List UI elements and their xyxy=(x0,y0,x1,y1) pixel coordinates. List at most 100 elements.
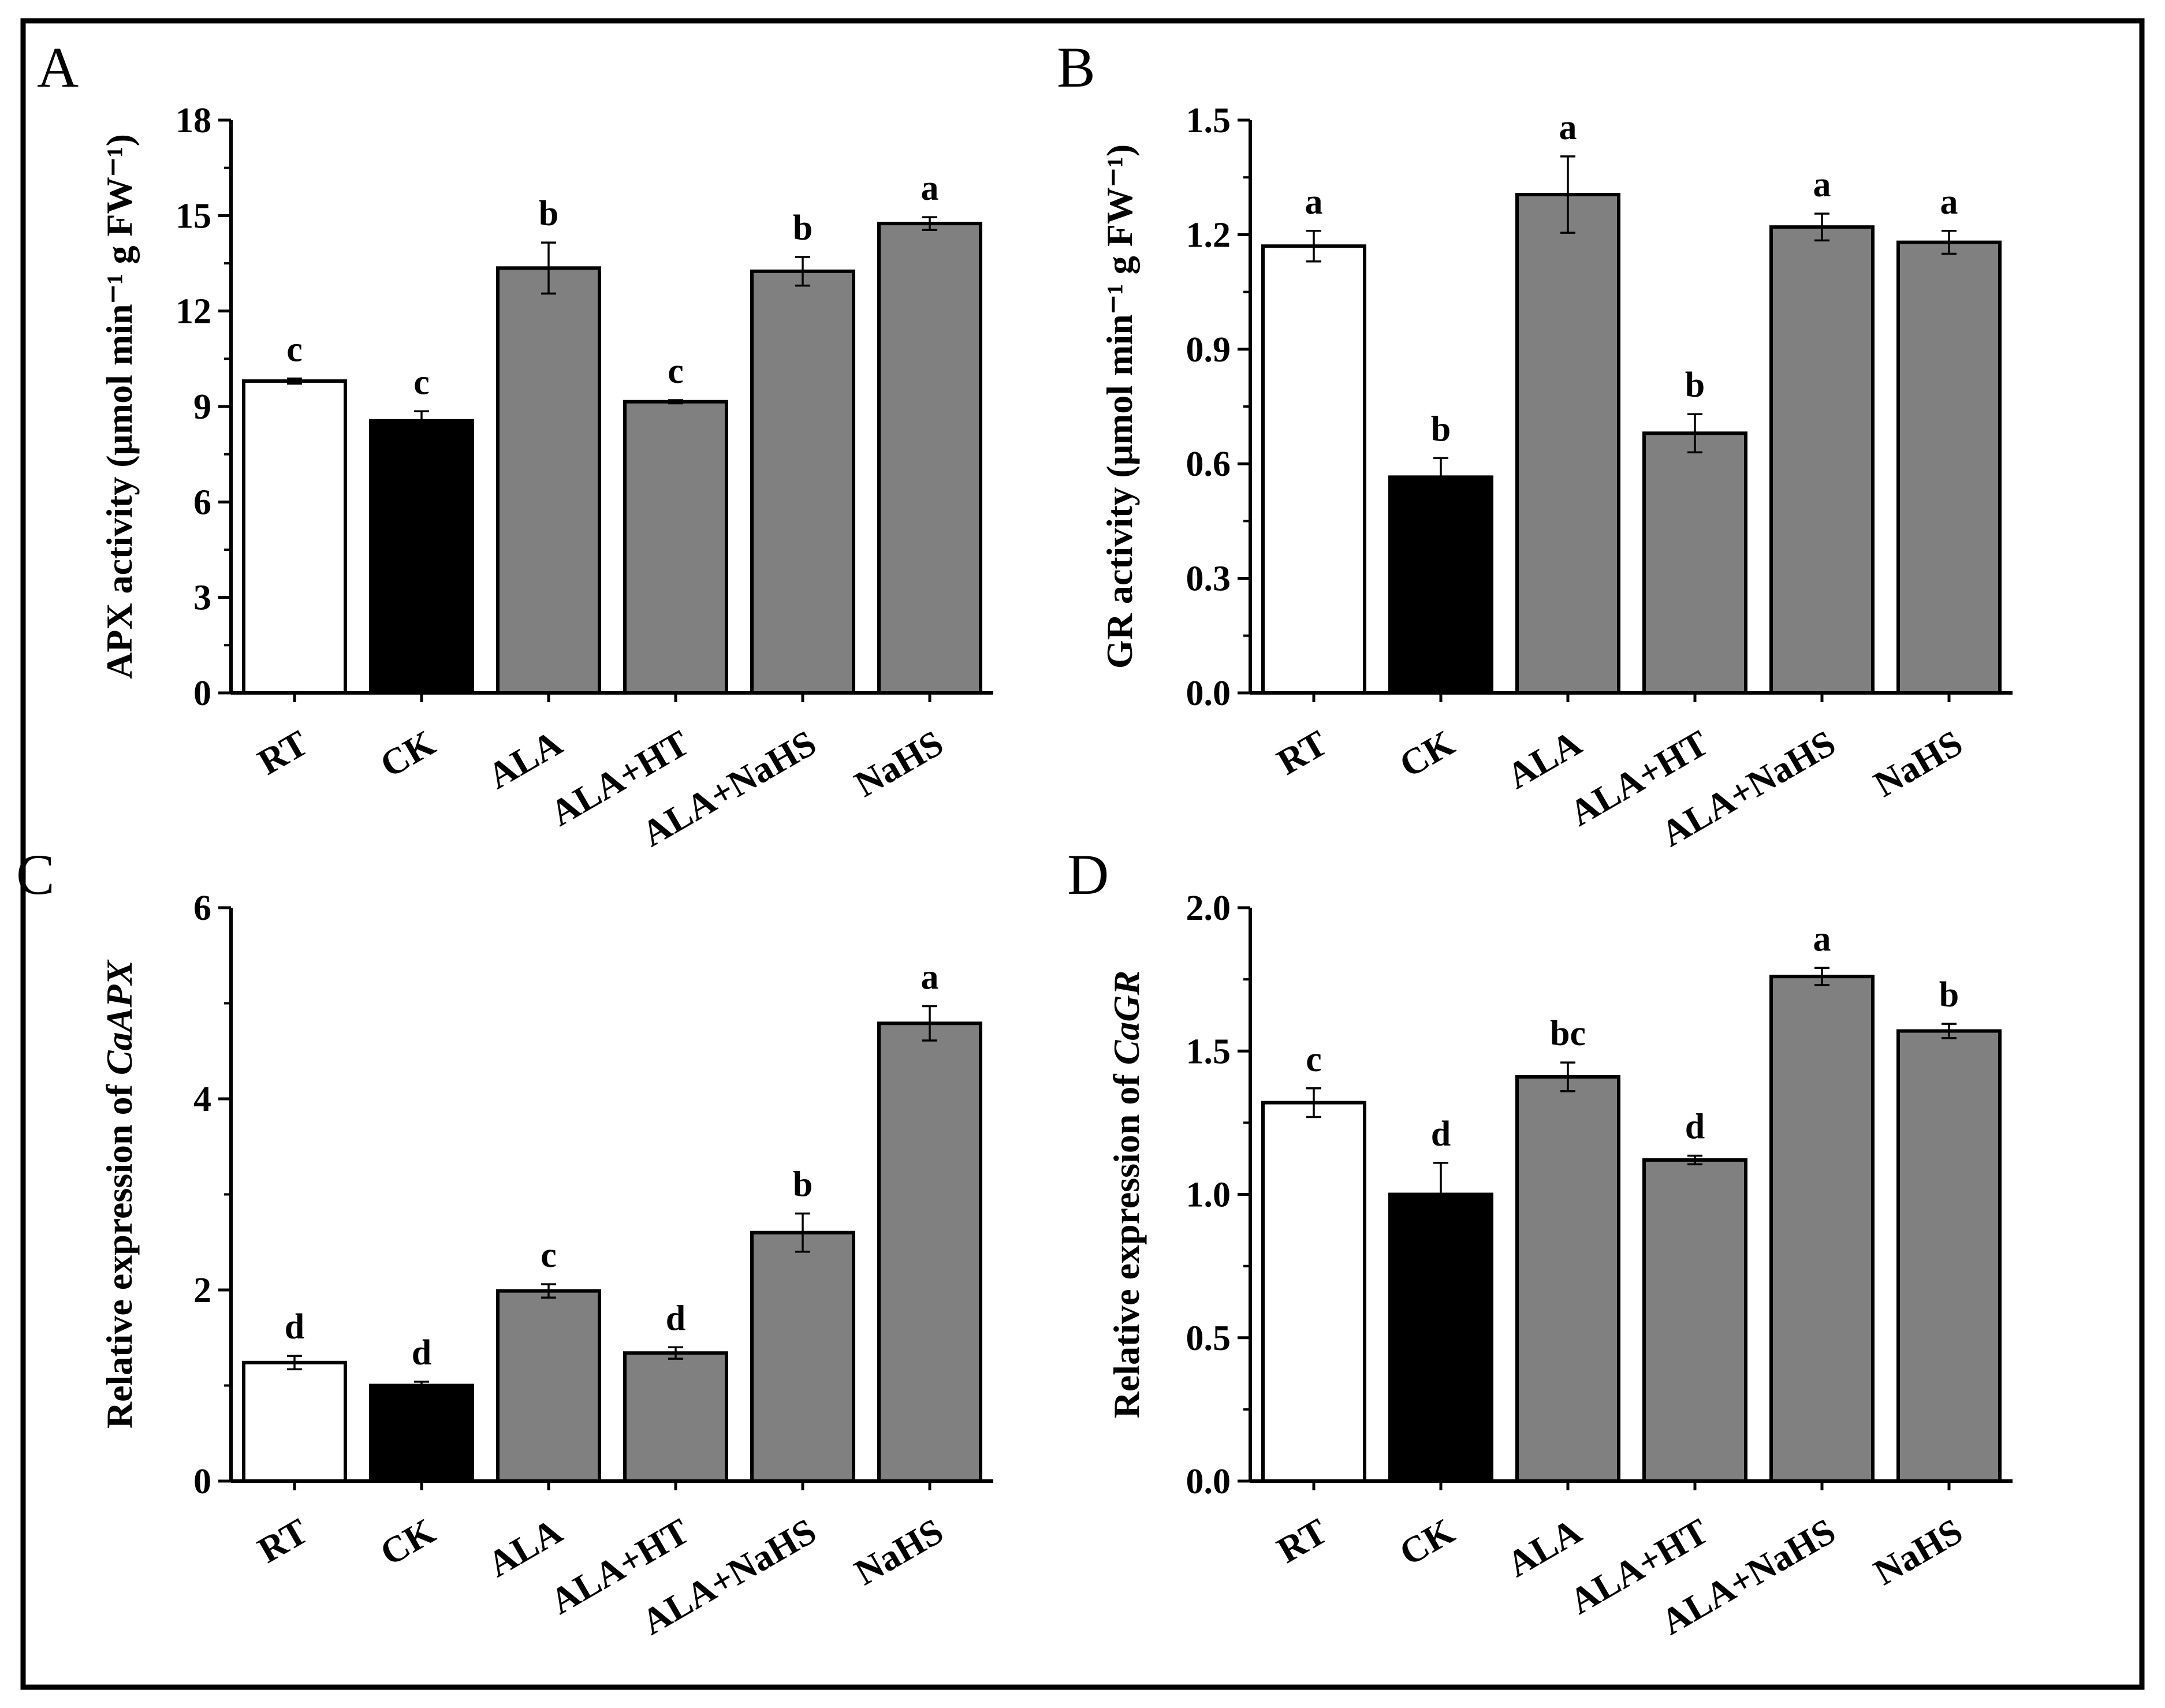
significance-label: a xyxy=(1813,165,1831,204)
y-tick-label: 1.5 xyxy=(1186,1032,1231,1071)
bar xyxy=(1896,1029,2002,1483)
category-label: RT xyxy=(251,722,315,783)
category-label: ALA xyxy=(480,722,569,797)
bar xyxy=(242,379,347,695)
significance-label: c xyxy=(413,363,430,402)
panel-letter: A xyxy=(37,35,79,99)
significance-label: c xyxy=(541,1236,557,1275)
bar xyxy=(1261,244,1366,695)
significance-label: c xyxy=(286,330,303,370)
category-label: CK xyxy=(1392,722,1461,786)
significance-label: c xyxy=(668,352,684,391)
significance-label: d xyxy=(285,1307,304,1347)
y-tick-label: 12 xyxy=(176,292,211,331)
significance-label: b xyxy=(539,194,558,233)
y-tick-label: 0 xyxy=(193,674,211,713)
bar xyxy=(1388,1192,1493,1483)
category-label: NaHS xyxy=(848,722,950,805)
category-label: RT xyxy=(1270,1511,1334,1571)
chart-panel-b: BaRTbCKaALAbALA+HTaALA+NaHSaNaHS0.00.30.… xyxy=(1057,35,2013,855)
y-axis-title: APX activity (μmol min⁻¹ g FW⁻¹) xyxy=(99,134,140,679)
y-tick-label: 0.0 xyxy=(1186,1462,1231,1501)
significance-label: a xyxy=(921,169,939,208)
significance-label: a xyxy=(1305,182,1323,222)
category-label: NaHS xyxy=(1867,1511,1969,1593)
y-axis-title-text: APX activity (μmol min⁻¹ g FW⁻¹) xyxy=(99,134,140,679)
y-tick-label: 1.0 xyxy=(1186,1176,1231,1215)
y-axis-title: GR activity (μmol min⁻¹ g FW⁻¹) xyxy=(1099,144,1140,669)
significance-label: d xyxy=(412,1333,431,1373)
chart-panel-d: DcRTdCKbcALAdALA+HTaALA+NaHSbNaHS0.00.51… xyxy=(1067,842,2013,1643)
significance-label: b xyxy=(1939,975,1959,1015)
category-label: RT xyxy=(251,1511,315,1571)
chart-panel-a: AcRTcCKbALAcALA+HTbALA+NaHSaNaHS03691215… xyxy=(37,35,993,855)
category-label: CK xyxy=(373,722,442,786)
bar xyxy=(496,266,601,695)
significance-label: a xyxy=(1940,182,1958,222)
bar xyxy=(623,1351,728,1483)
bar xyxy=(1388,475,1493,695)
category-label: ALA xyxy=(1500,1511,1588,1585)
bar xyxy=(1261,1101,1366,1483)
y-tick-label: 6 xyxy=(193,483,211,522)
y-tick-label: 9 xyxy=(193,387,211,427)
y-axis-title-gene: CaAPX xyxy=(99,960,140,1075)
y-tick-label: 15 xyxy=(176,196,211,236)
category-label: ALA xyxy=(480,1511,569,1585)
y-axis-title-text: GR activity (μmol min⁻¹ g FW⁻¹) xyxy=(1099,144,1140,669)
bar xyxy=(623,400,728,695)
significance-label: d xyxy=(666,1299,685,1338)
y-tick-label: 2 xyxy=(193,1271,211,1310)
y-tick-label: 0.9 xyxy=(1186,330,1231,370)
y-tick-label: 1.2 xyxy=(1186,215,1231,255)
y-tick-label: 0.6 xyxy=(1186,445,1231,484)
significance-label: a xyxy=(1559,108,1577,147)
panels: AcRTcCKbALAcALA+HTbALA+NaHSaNaHS03691215… xyxy=(16,35,2013,1643)
bar xyxy=(750,1230,855,1483)
category-label: CK xyxy=(373,1511,442,1574)
y-axis-title-text: Relative expression of xyxy=(99,1075,140,1429)
significance-label: c xyxy=(1306,1040,1322,1079)
bar xyxy=(1642,1158,1747,1483)
significance-label: d xyxy=(1685,1107,1705,1146)
panel-letter: C xyxy=(16,842,55,907)
panel-letter: D xyxy=(1067,842,1109,907)
y-tick-label: 0.3 xyxy=(1186,560,1231,599)
significance-label: d xyxy=(1431,1114,1451,1154)
category-label: ALA xyxy=(1500,722,1588,797)
y-tick-label: 6 xyxy=(193,889,211,928)
y-tick-label: 4 xyxy=(193,1080,211,1119)
y-tick-label: 0 xyxy=(193,1462,211,1501)
significance-label: b xyxy=(793,208,813,248)
category-label: NaHS xyxy=(1867,722,1969,805)
y-axis-title: Relative expression of CaGR xyxy=(1106,971,1147,1419)
bar xyxy=(369,419,474,695)
bar xyxy=(750,269,855,695)
significance-label: a xyxy=(1813,919,1831,959)
bar xyxy=(1515,192,1620,695)
bar xyxy=(877,222,982,695)
y-tick-label: 0.0 xyxy=(1186,674,1231,713)
category-label: NaHS xyxy=(848,1511,950,1593)
significance-label: bc xyxy=(1550,1014,1586,1053)
bar xyxy=(242,1360,347,1483)
y-axis-title-gene: CaGR xyxy=(1106,971,1147,1065)
y-tick-label: 3 xyxy=(193,579,211,618)
figure-frame xyxy=(20,18,2145,1690)
y-axis-title: Relative expression of CaAPX xyxy=(99,960,140,1429)
chart-panel-c: CdRTdCKcALAdALA+HTbALA+NaHSaNaHS0246Rela… xyxy=(16,842,993,1643)
y-tick-label: 1.5 xyxy=(1186,101,1231,140)
bar xyxy=(1769,975,1875,1483)
bar xyxy=(877,1021,982,1483)
bar xyxy=(1769,225,1875,695)
y-tick-label: 0.5 xyxy=(1186,1319,1231,1358)
significance-label: b xyxy=(793,1165,813,1204)
y-axis-title-text: Relative expression of xyxy=(1106,1065,1147,1418)
bar xyxy=(369,1383,474,1483)
y-tick-label: 18 xyxy=(176,101,211,140)
category-label: RT xyxy=(1270,722,1334,783)
bar xyxy=(1642,431,1747,695)
bar xyxy=(1896,240,2002,695)
panel-letter: B xyxy=(1057,35,1095,99)
